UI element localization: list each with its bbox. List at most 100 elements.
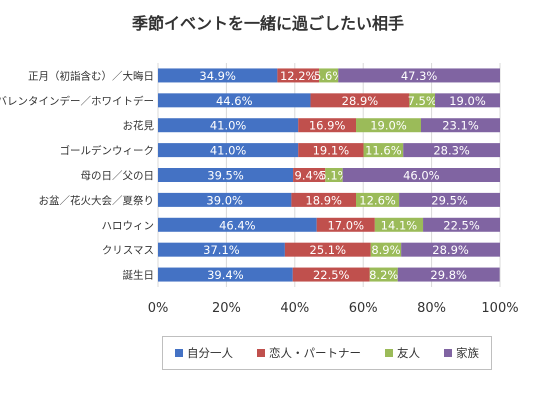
x-tick-label: 0% bbox=[148, 301, 169, 316]
bar-segment bbox=[342, 168, 500, 182]
data-label: 14.1% bbox=[381, 218, 418, 232]
legend-label: 友人 bbox=[397, 346, 420, 360]
bar-segment bbox=[158, 192, 292, 207]
category-label: 誕生日 bbox=[123, 269, 155, 282]
category-label: バレンタインデー／ホワイトデー bbox=[0, 94, 154, 107]
chart-title: 季節イベントを一緒に過ごしたい相手 bbox=[131, 14, 404, 33]
data-label: 37.1% bbox=[203, 243, 240, 257]
data-label: 16.9% bbox=[309, 119, 346, 133]
data-label: 23.1% bbox=[442, 119, 479, 133]
data-label: 22.5% bbox=[313, 268, 350, 282]
data-label: 8.9% bbox=[371, 243, 400, 257]
category-label: 母の日／父の日 bbox=[81, 170, 155, 182]
bar-segment bbox=[298, 143, 364, 158]
bar-segment bbox=[158, 68, 278, 83]
data-label: 46.4% bbox=[219, 218, 256, 232]
bar-segment bbox=[291, 192, 357, 207]
data-label: 28.3% bbox=[433, 144, 470, 158]
bar-segment bbox=[158, 93, 311, 108]
bar-segment bbox=[397, 267, 500, 282]
category-label: お花見 bbox=[123, 119, 155, 132]
bar-segment bbox=[399, 192, 500, 207]
data-label: 25.1% bbox=[310, 243, 347, 257]
data-label: 29.5% bbox=[431, 193, 468, 207]
data-label: 5.6% bbox=[314, 69, 343, 83]
data-label: 11.6% bbox=[365, 144, 402, 158]
data-label: 39.4% bbox=[207, 268, 244, 282]
data-label: 41.0% bbox=[210, 119, 247, 133]
data-label: 28.9% bbox=[342, 94, 379, 108]
data-label: 19.0% bbox=[370, 119, 407, 133]
x-tick-label: 20% bbox=[212, 301, 241, 316]
data-label: 12.2% bbox=[280, 69, 317, 83]
bar-segment bbox=[356, 118, 421, 133]
bar-segment bbox=[292, 267, 370, 282]
data-label: 39.0% bbox=[206, 193, 243, 207]
data-label: 41.0% bbox=[210, 144, 247, 158]
bar-segment bbox=[158, 168, 294, 182]
bar-segment bbox=[310, 93, 410, 108]
bar-segment bbox=[370, 242, 402, 257]
x-tick-label: 80% bbox=[417, 301, 446, 316]
data-label: 5.1% bbox=[319, 169, 348, 183]
data-label: 9.4% bbox=[295, 169, 324, 183]
data-label: 12.6% bbox=[359, 193, 396, 207]
bar-segment bbox=[293, 168, 326, 182]
data-label: 22.5% bbox=[443, 218, 480, 232]
legend-label: 家族 bbox=[456, 346, 479, 360]
bar-segment bbox=[316, 217, 375, 232]
data-label: 7.5% bbox=[408, 94, 437, 108]
bar-segment bbox=[158, 217, 317, 232]
legend-swatch bbox=[385, 349, 393, 357]
bar-segment bbox=[409, 93, 436, 108]
bar-segment bbox=[158, 118, 299, 133]
data-label: 19.0% bbox=[449, 94, 486, 108]
data-label: 8.2% bbox=[369, 268, 398, 282]
category-label: ゴールデンウィーク bbox=[60, 144, 155, 157]
data-label: 44.6% bbox=[216, 94, 253, 108]
data-label: 39.5% bbox=[207, 169, 244, 183]
legend-label: 恋人・パートナー bbox=[269, 346, 361, 360]
category-label: お盆／花火大会／夏祭り bbox=[39, 194, 155, 207]
legend-label: 自分一人 bbox=[187, 346, 233, 360]
bar-segment bbox=[284, 242, 371, 257]
bar-segment bbox=[338, 68, 500, 83]
chart-legend: 自分一人 恋人・パートナー 友人 家族 bbox=[162, 336, 492, 370]
data-label: 28.9% bbox=[432, 243, 469, 257]
legend-swatch bbox=[175, 349, 183, 357]
data-label: 34.9% bbox=[199, 69, 236, 83]
data-label: 17.0% bbox=[327, 218, 364, 232]
bar-segment bbox=[374, 217, 424, 232]
category-label: クリスマス bbox=[102, 245, 154, 257]
bar-segment bbox=[363, 143, 404, 158]
data-label: 18.9% bbox=[305, 193, 342, 207]
category-label: ハロウィン bbox=[102, 220, 155, 232]
bar-segment bbox=[277, 68, 320, 83]
legend-item: 友人 bbox=[385, 345, 420, 361]
bar-segment bbox=[369, 267, 398, 282]
bar-segment bbox=[319, 68, 339, 83]
x-tick-label: 40% bbox=[280, 301, 309, 316]
legend-item: 自分一人 bbox=[175, 345, 233, 361]
bar-segment bbox=[423, 217, 500, 232]
legend-item: 恋人・パートナー bbox=[257, 345, 361, 361]
data-label: 47.3% bbox=[401, 69, 438, 83]
bar-segment bbox=[403, 143, 500, 158]
legend-item: 家族 bbox=[444, 345, 479, 361]
bar-segment bbox=[420, 118, 500, 133]
data-label: 46.0% bbox=[403, 169, 440, 183]
legend-swatch bbox=[257, 349, 265, 357]
x-tick-label: 60% bbox=[349, 301, 378, 316]
data-label: 19.1% bbox=[313, 144, 350, 158]
bar-segment bbox=[158, 242, 285, 257]
bar-segment bbox=[158, 267, 293, 282]
bar-segment bbox=[298, 118, 357, 133]
bar-segment bbox=[435, 93, 500, 108]
category-label: 正月（初詣含む）／大晦日 bbox=[28, 69, 154, 82]
bar-segment bbox=[158, 143, 299, 158]
bar-segment bbox=[401, 242, 500, 257]
bar-segment bbox=[356, 192, 400, 207]
bar-segment bbox=[325, 168, 343, 182]
data-label: 29.8% bbox=[430, 268, 467, 282]
